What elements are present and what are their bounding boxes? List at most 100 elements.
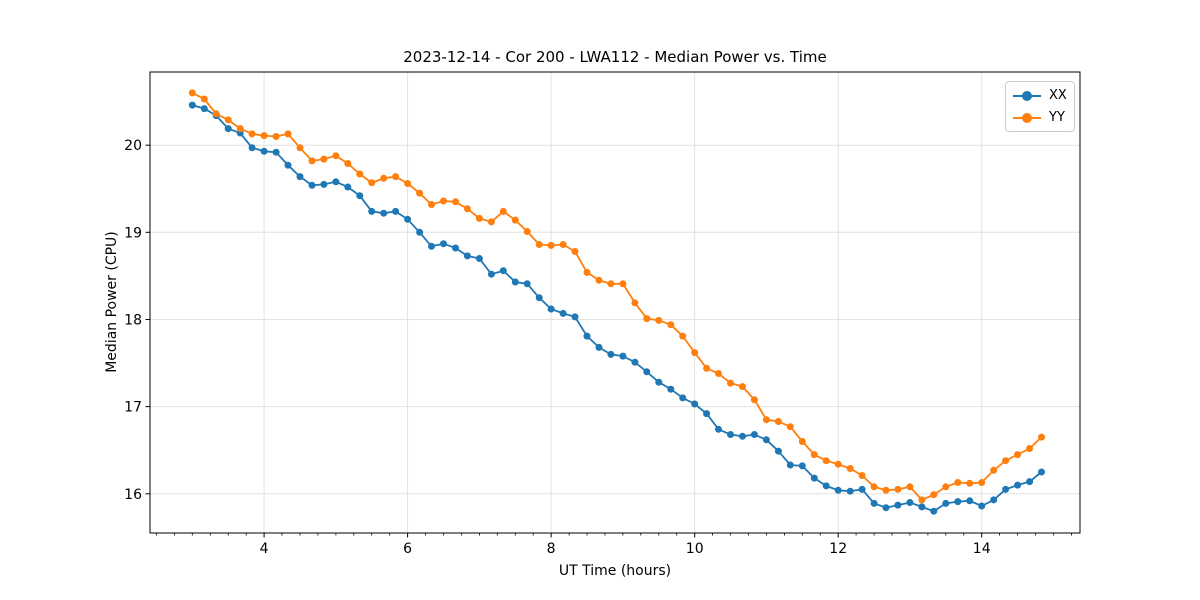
series-YY-marker (1002, 457, 1010, 465)
series-XX-marker (571, 313, 579, 321)
series-YY-marker (320, 155, 328, 163)
x-tick-label: 10 (686, 541, 704, 557)
series-YY-marker (511, 216, 519, 224)
series-XX-marker (440, 240, 447, 248)
series-YY-marker (906, 483, 914, 491)
series-YY-marker (440, 197, 447, 205)
series-XX-marker (308, 181, 316, 189)
series-XX-marker (894, 501, 902, 509)
series-XX-marker (356, 192, 364, 200)
series-XX-marker (344, 183, 352, 191)
series-YY-marker (212, 110, 220, 118)
series-XX-marker (583, 332, 591, 340)
x-tick-label: 4 (260, 541, 269, 557)
series-XX-marker (511, 278, 519, 286)
y-tick-label: 20 (124, 138, 142, 154)
series-XX-marker (990, 496, 998, 504)
series-YY-marker (834, 460, 842, 468)
series-YY-marker (762, 416, 770, 424)
legend-sample-yy-icon (1013, 112, 1041, 124)
series-XX-marker (870, 499, 878, 507)
series-XX-marker (906, 499, 914, 506)
series-XX-marker (655, 378, 663, 386)
series-XX-marker (523, 280, 531, 288)
series-XX-marker (200, 105, 208, 113)
legend: XX YY (1005, 81, 1075, 132)
series-XX-marker (786, 461, 794, 469)
series-XX-marker (966, 497, 974, 505)
series-XX-marker (930, 507, 938, 515)
series-XX-marker (463, 252, 471, 260)
series-XX-marker (942, 499, 950, 507)
chart-title: 2023-12-14 - Cor 200 - LWA112 - Median P… (403, 48, 827, 66)
series-XX-marker (858, 485, 866, 493)
series-XX-marker (487, 270, 495, 278)
series-YY-marker (990, 466, 998, 474)
series-XX-marker (547, 305, 555, 313)
series-YY-marker (452, 198, 459, 206)
series-YY-marker (428, 201, 435, 208)
series-YY-marker (284, 130, 292, 138)
series-YY-marker (786, 423, 794, 431)
series-YY-marker (416, 189, 424, 197)
series-XX-marker (691, 400, 699, 408)
series-YY-marker (392, 173, 400, 181)
series-YY-marker (1014, 451, 1022, 459)
series-XX-marker (224, 125, 232, 133)
series-XX-marker (834, 486, 842, 494)
series-XX-marker (404, 215, 412, 223)
series-XX-marker (846, 487, 854, 495)
series-XX-marker (762, 436, 770, 444)
series-YY-marker (727, 379, 734, 387)
series-YY-marker (810, 451, 818, 459)
series-YY-line (191, 92, 1043, 501)
legend-item-yy: YY (1013, 109, 1067, 126)
series-YY-marker (894, 485, 902, 493)
series-YY-marker (870, 483, 878, 491)
series-YY-marker (356, 170, 364, 178)
series-XX-marker (798, 462, 806, 470)
series-XX-marker (667, 385, 675, 393)
series-XX-marker (272, 148, 280, 156)
series-YY-marker (523, 228, 531, 235)
series-XX-marker (332, 178, 340, 186)
y-tick-label: 17 (124, 400, 142, 416)
series-XX-marker (535, 294, 543, 302)
series-YY-marker (655, 316, 663, 324)
series-YY-marker (619, 280, 627, 288)
series-XX-marker (416, 228, 424, 236)
series-XX-marker (978, 502, 986, 510)
series-XX-marker (607, 350, 615, 358)
series-YY-marker (703, 364, 711, 372)
x-tick-label: 14 (973, 541, 991, 557)
series-XX-marker (774, 447, 782, 455)
series-YY-marker (535, 241, 543, 248)
series-YY-marker (404, 180, 412, 187)
series-YY-marker (774, 418, 782, 425)
series-YY-marker (380, 174, 388, 182)
series-XX-marker (475, 255, 483, 262)
x-tick-label: 8 (547, 541, 556, 557)
y-tick-label: 16 (124, 487, 142, 503)
series-XX-marker (320, 180, 328, 188)
series-XX-marker (954, 498, 962, 506)
series-YY-marker (499, 207, 507, 215)
x-tick-label: 6 (403, 541, 412, 557)
series-XX-marker (188, 101, 196, 109)
series-YY-marker (308, 157, 316, 165)
series-YY-marker (715, 370, 722, 377)
series-YY-marker (798, 438, 806, 445)
series-XX-marker (739, 432, 746, 440)
series-YY-marker (750, 396, 758, 404)
series-XX-marker (559, 309, 567, 317)
series-YY-marker (882, 486, 890, 494)
series-YY-marker (487, 218, 495, 226)
series-YY-marker (248, 130, 256, 138)
series-XX-marker (727, 431, 734, 438)
series-YY-marker (858, 472, 866, 479)
series-YY-marker (679, 332, 687, 340)
series-XX-marker (619, 352, 627, 360)
x-tick-label: 12 (829, 541, 847, 557)
series-YY-marker (547, 241, 555, 249)
